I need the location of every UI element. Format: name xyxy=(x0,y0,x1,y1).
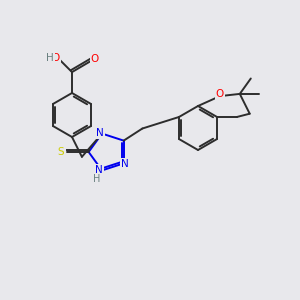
Text: N: N xyxy=(121,159,128,170)
Text: O: O xyxy=(91,54,99,64)
Text: H: H xyxy=(46,53,54,63)
Text: O: O xyxy=(52,53,60,63)
Text: O: O xyxy=(216,89,224,99)
Text: N: N xyxy=(95,165,103,176)
Text: S: S xyxy=(57,147,64,157)
Text: H: H xyxy=(93,174,101,184)
Text: N: N xyxy=(96,128,104,138)
